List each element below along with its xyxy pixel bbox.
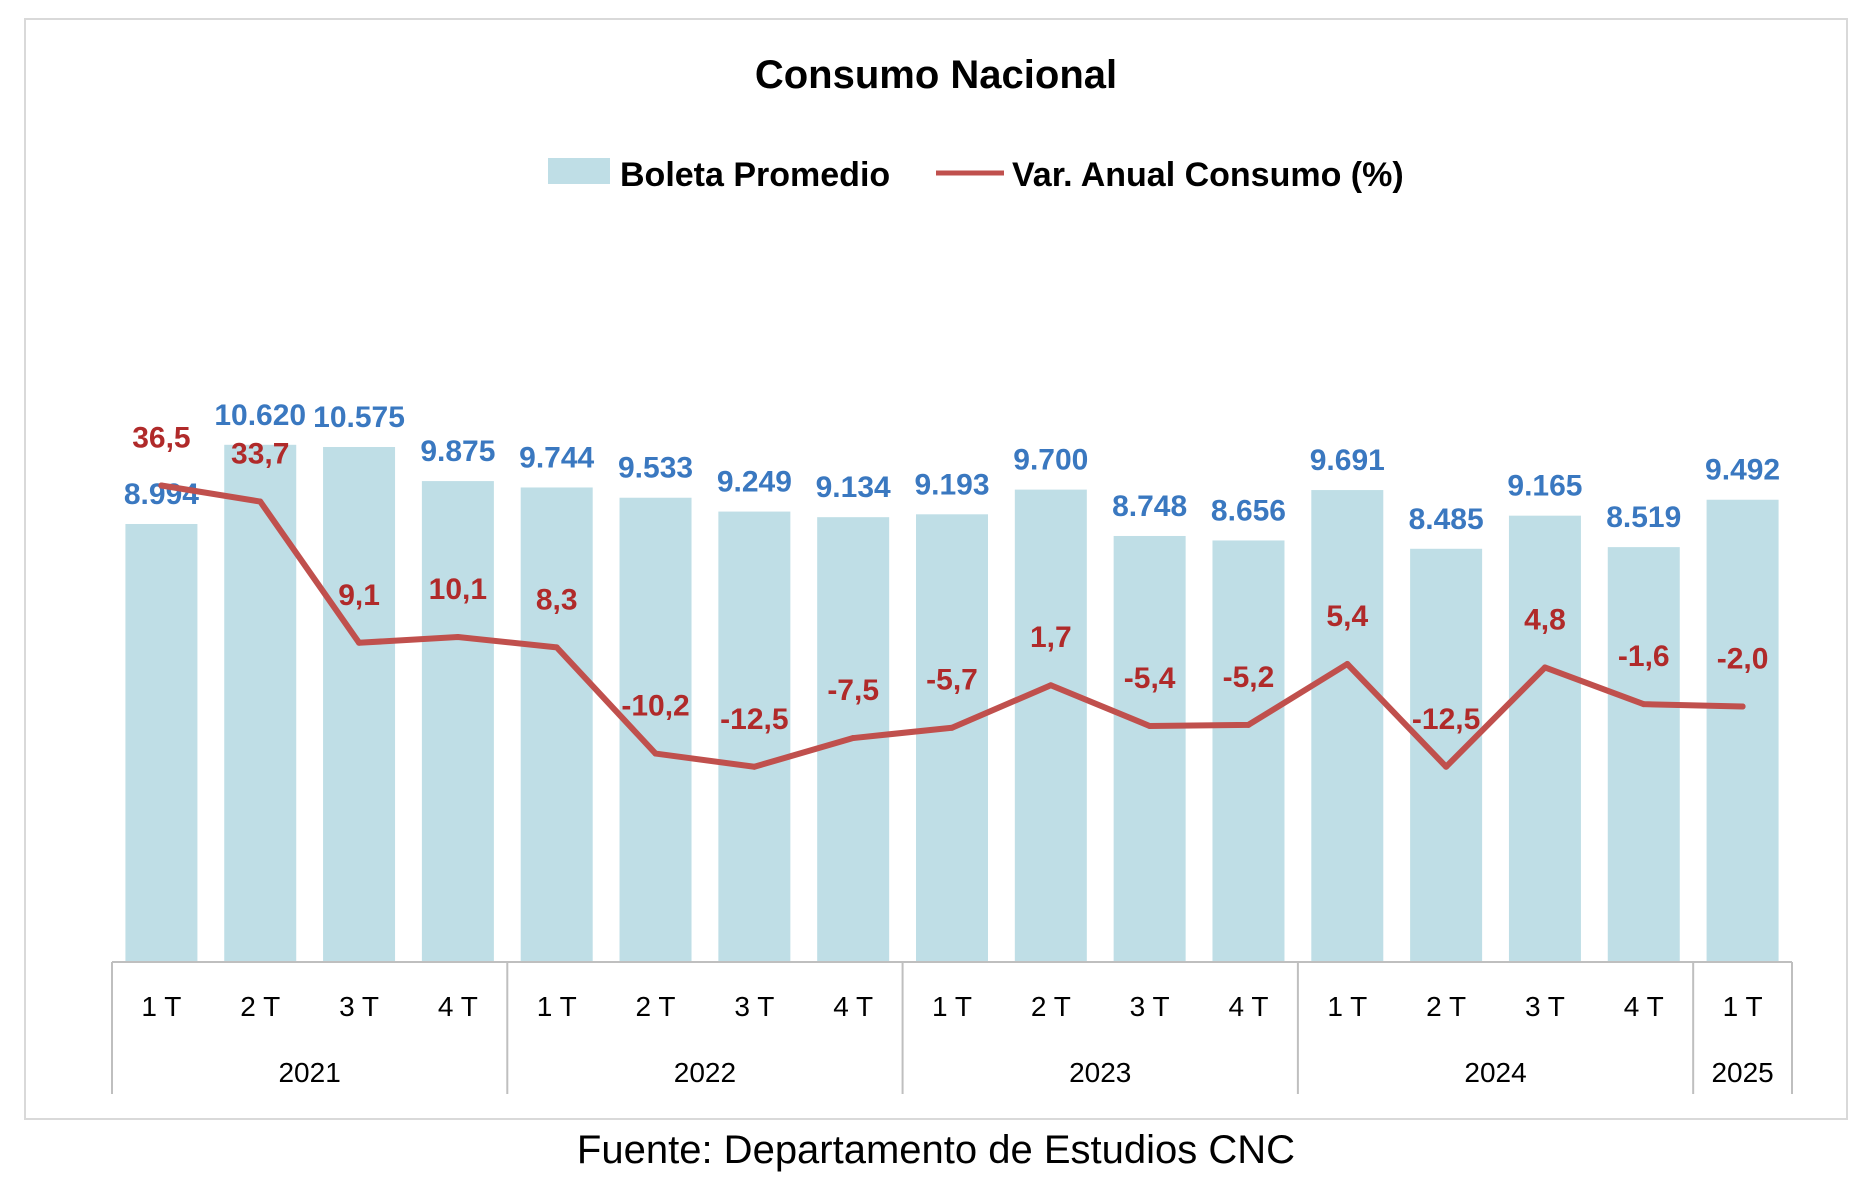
category-axis: 1 T 2 T 3 T 4 T 1 T 2 T 3 T 4 T 1 T 2 T 3 T 4 T 1 T 2… (111, 961, 1793, 1094)
bar-data-label: 9.875 (420, 435, 495, 468)
bar-data-label: 9.744 (519, 441, 594, 474)
bar (1607, 547, 1680, 962)
bar-data-label: 9.691 (1310, 444, 1385, 477)
x-tick-label: 2 T (1426, 991, 1466, 1022)
bar-data-label: 9.249 (717, 466, 792, 499)
bar (1508, 515, 1581, 962)
bar (718, 511, 791, 962)
x-tick-label: 4 T (438, 991, 478, 1022)
bar-data-label: 8.519 (1606, 501, 1681, 534)
line-point (1245, 721, 1252, 728)
bar-data-label: 8.748 (1112, 490, 1187, 523)
x-tick-label: 3 T (339, 991, 379, 1022)
line-point (1047, 682, 1054, 689)
line-point (850, 735, 857, 742)
x-tick-label: 3 T (1525, 991, 1565, 1022)
bar (323, 446, 396, 962)
x-tick-label: 4 T (1624, 991, 1664, 1022)
bar (224, 444, 297, 962)
line-series (158, 482, 1746, 770)
line-data-labels: 36,5 33,7 9,1 10,1 8,3 -10,2 -12,5 -7,5 -5,7 1,7 -… (132, 421, 1768, 735)
line-point (257, 498, 264, 505)
x-tick-label: 1 T (141, 991, 181, 1022)
line-point (1739, 703, 1746, 710)
legend: Boleta Promedio Var. Anual Consumo (%) (548, 156, 1404, 194)
x-tick-label: 4 T (1228, 991, 1268, 1022)
line-data-label: -2,0 (1717, 642, 1769, 675)
x-tick-label: 1 T (1327, 991, 1367, 1022)
line-data-label: 1,7 (1030, 621, 1072, 654)
bar (1410, 548, 1483, 962)
bar (1706, 499, 1779, 962)
x-tick-label: 1 T (932, 991, 972, 1022)
line-point (158, 482, 165, 489)
bar (520, 487, 593, 962)
line-data-label: -10,2 (621, 690, 689, 723)
x-tick-label: 1 T (537, 991, 577, 1022)
bar-data-label: 10.620 (214, 399, 306, 432)
chart-title: Consumo Nacional (755, 53, 1117, 97)
line-data-label: 33,7 (231, 438, 289, 471)
x-tick-label: 2 T (1031, 991, 1071, 1022)
line-point (949, 724, 955, 731)
bar (125, 523, 198, 962)
legend-label-boleta: Boleta Promedio (620, 156, 890, 194)
line-point (1443, 763, 1450, 770)
source-note: Fuente: Departamento de Estudios CNC (576, 1128, 1296, 1172)
bar-data-label: 8.656 (1211, 494, 1286, 527)
line-point (1541, 664, 1548, 671)
bar-data-label: 9.533 (618, 452, 693, 485)
year-label: 2023 (1069, 1057, 1131, 1088)
line-point (652, 750, 659, 757)
x-tick-label: 2 T (636, 991, 676, 1022)
year-label: 2022 (674, 1057, 736, 1088)
bar (1212, 540, 1285, 962)
line-point (356, 639, 363, 646)
line-point (1146, 722, 1153, 729)
line-point (553, 644, 560, 651)
line-data-label: 9,1 (338, 579, 380, 612)
legend-label-var: Var. Anual Consumo (%) (1012, 156, 1404, 194)
line-data-label: -7,5 (827, 674, 879, 707)
line-data-label: 8,3 (536, 583, 578, 616)
consumo-chart: Consumo Nacional Boleta Promedio Var. An… (111, 53, 1793, 1094)
line-point (751, 763, 758, 770)
line-point (1640, 701, 1647, 708)
line-data-label: -12,5 (1412, 703, 1480, 736)
bar-series (125, 444, 1779, 962)
x-tick-label: 3 T (734, 991, 774, 1022)
bar (421, 481, 494, 962)
bar (1014, 489, 1087, 962)
bar-data-label: 9.193 (914, 468, 989, 501)
line-data-label: -12,5 (720, 703, 788, 736)
bar-data-label: 9.134 (816, 471, 891, 504)
bar (1311, 490, 1384, 962)
year-label: 2025 (1711, 1057, 1773, 1088)
bar-data-label: 9.492 (1705, 454, 1780, 487)
legend-swatch-boleta (548, 158, 610, 184)
line-data-label: 10,1 (429, 573, 487, 606)
line-data-label: -1,6 (1618, 640, 1670, 673)
line-data-label: 4,8 (1524, 603, 1566, 636)
line-data-label: -5,4 (1124, 662, 1176, 695)
x-tick-label: 1 T (1723, 991, 1763, 1022)
line-data-label: -5,2 (1223, 661, 1275, 694)
x-tick-label: 2 T (240, 991, 280, 1022)
bar-data-label: 9.700 (1013, 444, 1088, 477)
x-tick-label: 3 T (1130, 991, 1170, 1022)
bar (1113, 535, 1186, 962)
line-point (454, 634, 461, 641)
line-data-label: 36,5 (132, 421, 190, 454)
line-data-label: 5,4 (1326, 600, 1368, 633)
year-label: 2021 (278, 1057, 340, 1088)
year-label: 2024 (1464, 1057, 1526, 1088)
bar-data-label: 9.165 (1507, 470, 1582, 503)
bar-data-label: 8.485 (1409, 503, 1484, 536)
bar (916, 514, 988, 962)
line-point (1344, 661, 1351, 668)
line-data-label: -5,7 (926, 664, 978, 697)
bar-data-label: 10.575 (313, 401, 405, 434)
x-tick-label: 4 T (833, 991, 873, 1022)
